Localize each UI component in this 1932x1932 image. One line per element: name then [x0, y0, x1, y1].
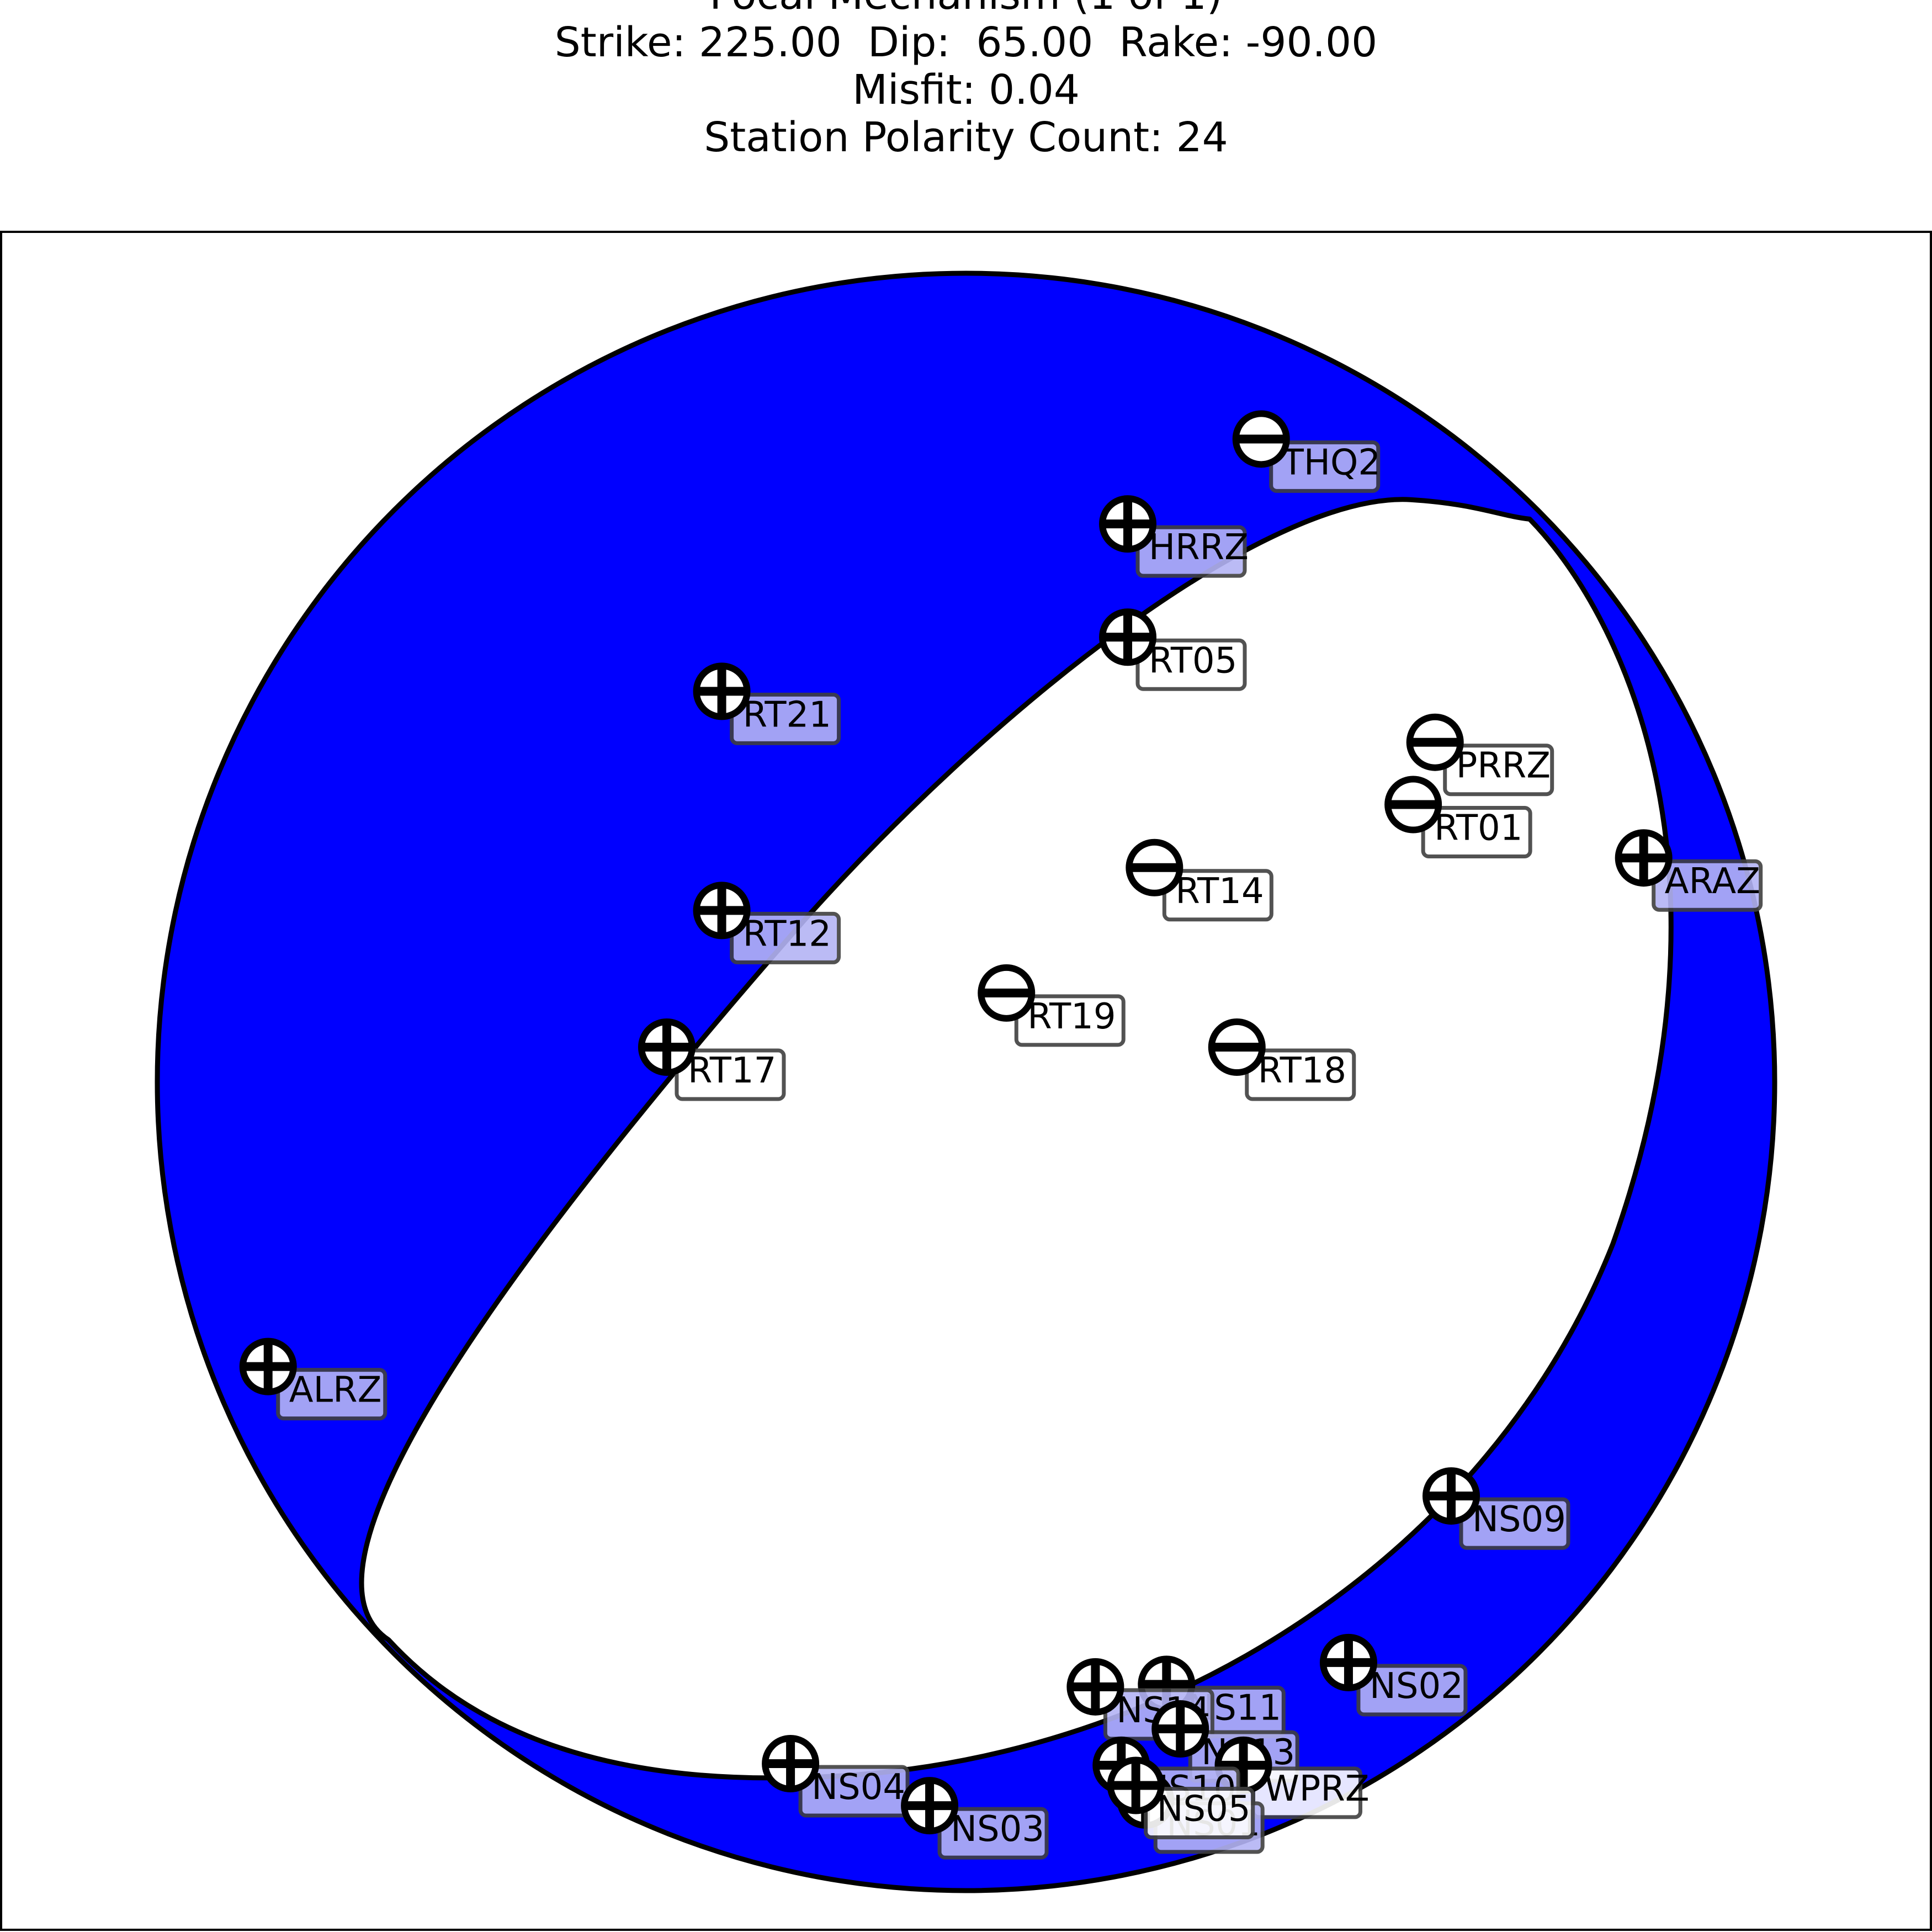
station-label-box: [1356, 1664, 1468, 1717]
station-label-box: [1014, 994, 1126, 1047]
station-rt18: RT18: [1208, 1018, 1356, 1101]
station-label: RT05: [1149, 640, 1237, 681]
station-label: RT14: [1175, 871, 1264, 912]
station-label-box: [1245, 1048, 1356, 1101]
station-wprz: WPRZ: [1214, 1736, 1370, 1819]
station-ns04: NS04: [762, 1734, 910, 1818]
chart-title: Focal Mechanism (1 of 1) Strike: 225.00 …: [0, 0, 1932, 161]
station-label-box: [730, 911, 841, 964]
station-rt19: RT19: [978, 964, 1126, 1047]
station-rt05: RT05: [1099, 608, 1247, 691]
station-label: NS09: [1472, 1499, 1566, 1540]
station-ns02: NS02: [1319, 1633, 1468, 1717]
axes-frame-top: [0, 231, 1932, 1931]
station-label: NS05: [1157, 1789, 1251, 1830]
station-alrz: ALRZ: [239, 1337, 388, 1421]
station-label-box: [675, 1048, 786, 1101]
station-label: RT12: [743, 914, 831, 954]
station-label-box: [1421, 806, 1532, 859]
station-label-box: [1135, 525, 1247, 578]
station-label-box: [1135, 638, 1247, 691]
station-prrz: PRRZ: [1406, 713, 1554, 797]
station-label: NS04: [811, 1767, 905, 1808]
station-label-box: [1443, 744, 1554, 797]
station-thq2: THQ2: [1232, 410, 1381, 493]
station-ns05: NS05: [1107, 1756, 1255, 1840]
station-markers: THQ2 HRRZ RT05 RT21 PRRZ RT01 ARAZ RT14 RT12 RT19…: [239, 410, 1763, 1860]
focal-sphere-outline: [155, 270, 1777, 1893]
station-label-box: [1459, 1497, 1570, 1550]
station-label: ALRZ: [289, 1370, 382, 1411]
station-label-box: [1144, 1787, 1255, 1840]
title-line-4: Station Polarity Count: 24: [704, 114, 1228, 161]
station-label-box: [937, 1807, 1049, 1860]
station-label: RT01: [1434, 808, 1522, 849]
station-label: RT17: [688, 1050, 776, 1091]
station-label: PRRZ: [1456, 746, 1551, 787]
station-rt14: RT14: [1126, 838, 1273, 922]
station-label: THQ2: [1282, 442, 1381, 483]
station-hrrz: HRRZ: [1099, 495, 1249, 578]
title-line-2: Strike: 225.00 Dip: 65.00 Rake: -90.00: [554, 19, 1378, 66]
station-rt21: RT21: [693, 662, 841, 745]
station-label: RT19: [1027, 996, 1116, 1037]
station-label-box: [276, 1368, 388, 1421]
station-araz: ARAZ: [1615, 829, 1763, 912]
station-label: ARAZ: [1665, 861, 1760, 902]
station-rt12: RT12: [693, 882, 841, 964]
station-label-box: [1269, 440, 1381, 493]
station-label-box: [1162, 869, 1273, 922]
station-rt17: RT17: [638, 1018, 786, 1101]
station-ns09: NS09: [1423, 1467, 1570, 1550]
station-label: RT21: [743, 694, 831, 735]
title-line-3: Misfit: 0.04: [852, 66, 1080, 114]
station-label: NS03: [951, 1809, 1044, 1850]
station-label: NS02: [1370, 1666, 1463, 1707]
station-label: RT18: [1258, 1050, 1346, 1091]
station-label-box: [1652, 859, 1763, 912]
beachball: [155, 270, 1777, 1893]
station-label-box: [730, 692, 841, 745]
title-line-1: Focal Mechanism (1 of 1): [0, 0, 1932, 19]
station-label: HRRZ: [1149, 527, 1249, 568]
station-label: WPRZ: [1264, 1769, 1369, 1809]
station-rt01: RT01: [1384, 776, 1532, 859]
station-ns03: NS03: [901, 1777, 1049, 1860]
